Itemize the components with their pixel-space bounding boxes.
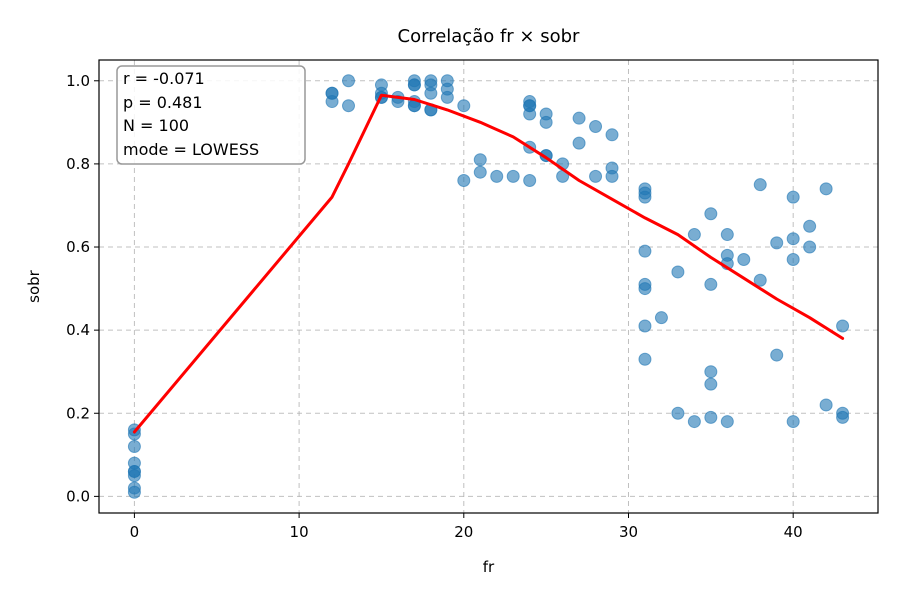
data-point bbox=[473, 153, 487, 167]
data-point bbox=[572, 111, 586, 125]
trend-line-group bbox=[132, 93, 845, 434]
data-point bbox=[523, 107, 537, 121]
stats-line-mode: mode = LOWESS bbox=[123, 140, 259, 159]
data-point bbox=[523, 174, 537, 188]
data-point bbox=[770, 236, 784, 250]
data-point bbox=[605, 169, 619, 183]
data-point bbox=[720, 415, 734, 429]
data-point bbox=[836, 410, 850, 424]
data-point bbox=[638, 352, 652, 366]
stats-box: r = -0.071 p = 0.481 N = 100 mode = LOWE… bbox=[116, 65, 306, 165]
x-tick-label: 0 bbox=[130, 523, 140, 541]
data-point bbox=[737, 252, 751, 266]
data-point bbox=[687, 415, 701, 429]
lowess-trend-line bbox=[132, 93, 845, 434]
stats-line-p: p = 0.481 bbox=[123, 93, 203, 112]
data-point bbox=[704, 207, 718, 221]
data-point bbox=[342, 74, 356, 88]
data-point bbox=[753, 178, 767, 192]
data-point bbox=[803, 240, 817, 254]
y-tick-label: 0.2 bbox=[66, 404, 90, 422]
stats-line-r: r = -0.071 bbox=[123, 69, 205, 88]
data-point bbox=[490, 169, 504, 183]
data-point bbox=[704, 377, 718, 391]
data-point bbox=[720, 228, 734, 242]
stats-line-n: N = 100 bbox=[123, 116, 189, 135]
data-point bbox=[572, 136, 586, 150]
x-tick-label: 30 bbox=[619, 523, 638, 541]
data-point bbox=[770, 348, 784, 362]
data-point bbox=[127, 485, 141, 499]
plot-frame bbox=[98, 59, 879, 514]
data-point bbox=[342, 99, 356, 113]
data-point bbox=[589, 119, 603, 133]
data-point bbox=[704, 410, 718, 424]
data-point bbox=[753, 273, 767, 287]
data-point bbox=[440, 90, 454, 104]
data-point bbox=[457, 99, 471, 113]
y-tick-label: 1.0 bbox=[66, 72, 90, 90]
data-point bbox=[671, 406, 685, 420]
data-point bbox=[687, 228, 701, 242]
data-point bbox=[506, 169, 520, 183]
y-tick-label: 0.6 bbox=[66, 238, 90, 256]
data-point bbox=[638, 319, 652, 333]
data-point bbox=[803, 219, 817, 233]
data-point bbox=[819, 182, 833, 196]
stats-box-frame bbox=[116, 65, 306, 165]
data-point bbox=[836, 319, 850, 333]
data-point bbox=[819, 398, 833, 412]
data-point bbox=[473, 165, 487, 179]
data-point bbox=[704, 365, 718, 379]
data-point bbox=[539, 115, 553, 129]
data-point bbox=[638, 282, 652, 296]
data-point bbox=[457, 174, 471, 188]
data-point bbox=[127, 469, 141, 483]
data-point bbox=[786, 190, 800, 204]
data-point bbox=[638, 190, 652, 204]
data-point bbox=[325, 95, 339, 109]
y-tick-label: 0.8 bbox=[66, 155, 90, 173]
data-point bbox=[424, 86, 438, 100]
x-tick-label: 40 bbox=[784, 523, 803, 541]
x-axis-ticks: 0 10 20 30 40 bbox=[130, 513, 803, 541]
data-point bbox=[127, 440, 141, 454]
data-point bbox=[407, 78, 421, 92]
data-point bbox=[786, 232, 800, 246]
x-tick-label: 20 bbox=[454, 523, 473, 541]
y-axis-ticks: 0.0 0.2 0.4 0.6 0.8 1.0 bbox=[66, 72, 99, 505]
data-point bbox=[654, 311, 668, 325]
data-point bbox=[638, 244, 652, 258]
data-point bbox=[704, 277, 718, 291]
y-tick-label: 0.4 bbox=[66, 321, 90, 339]
data-point bbox=[786, 252, 800, 266]
data-point bbox=[605, 128, 619, 142]
data-point bbox=[589, 169, 603, 183]
x-tick-label: 10 bbox=[290, 523, 309, 541]
chart-title: Correlação fr × sobr bbox=[398, 26, 581, 47]
x-axis-label: fr bbox=[483, 558, 495, 576]
data-point bbox=[786, 415, 800, 429]
y-tick-label: 0.0 bbox=[66, 487, 90, 505]
data-point bbox=[671, 265, 685, 279]
y-axis-label: sobr bbox=[25, 269, 43, 303]
